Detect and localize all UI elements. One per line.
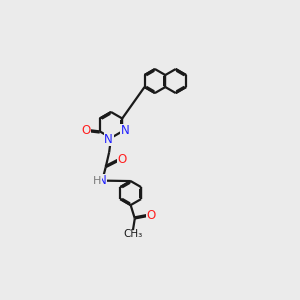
Text: O: O (82, 124, 91, 137)
Text: O: O (118, 153, 127, 166)
Text: CH₃: CH₃ (123, 229, 142, 239)
Text: N: N (121, 124, 129, 137)
Text: H: H (93, 176, 101, 186)
Text: N: N (98, 174, 106, 187)
Text: O: O (146, 208, 155, 221)
Text: N: N (104, 133, 113, 146)
